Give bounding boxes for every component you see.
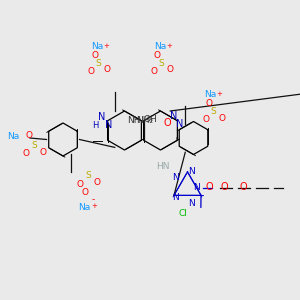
Text: O: O: [167, 65, 174, 74]
Text: OH: OH: [144, 115, 158, 124]
Text: S: S: [31, 141, 37, 150]
Text: O: O: [104, 65, 111, 74]
Text: -: -: [92, 195, 95, 204]
Text: N: N: [188, 200, 195, 208]
Text: S: S: [158, 58, 164, 68]
Text: O: O: [150, 67, 158, 76]
Text: +: +: [103, 43, 109, 49]
Text: Na: Na: [79, 202, 91, 211]
Text: +: +: [216, 91, 222, 97]
Text: NH: NH: [127, 116, 141, 125]
Text: O: O: [22, 149, 29, 158]
Text: N: N: [172, 172, 179, 182]
Text: S: S: [211, 107, 217, 116]
Text: N: N: [188, 167, 195, 176]
Text: O: O: [202, 116, 209, 124]
Text: S: S: [85, 171, 91, 180]
Text: O: O: [164, 118, 171, 128]
Text: N: N: [105, 120, 112, 130]
Text: O: O: [219, 114, 226, 123]
Text: O: O: [91, 51, 98, 60]
Text: NH₂: NH₂: [136, 116, 153, 125]
Text: HN: HN: [156, 162, 170, 171]
Text: H: H: [92, 121, 99, 130]
Text: N: N: [170, 111, 177, 121]
Text: N: N: [176, 118, 184, 129]
Text: Na: Na: [154, 42, 166, 51]
Text: S: S: [95, 58, 101, 68]
Text: +: +: [167, 43, 172, 49]
Text: Na: Na: [8, 132, 20, 141]
Text: O: O: [93, 178, 100, 187]
Text: Cl: Cl: [179, 208, 188, 217]
Text: O: O: [205, 99, 212, 108]
Text: Na: Na: [92, 42, 104, 51]
Text: O: O: [206, 182, 213, 193]
Text: Na: Na: [204, 90, 216, 99]
Text: +: +: [91, 203, 97, 209]
Text: N: N: [98, 112, 105, 122]
Text: N: N: [172, 194, 179, 202]
Text: O: O: [87, 67, 94, 76]
Text: O: O: [220, 182, 228, 193]
Text: N: N: [194, 183, 200, 192]
Text: O: O: [240, 182, 248, 193]
Text: O: O: [77, 180, 84, 189]
Text: O: O: [82, 188, 89, 197]
Text: O: O: [26, 131, 33, 140]
Text: O: O: [39, 148, 46, 157]
Text: O: O: [154, 51, 161, 60]
